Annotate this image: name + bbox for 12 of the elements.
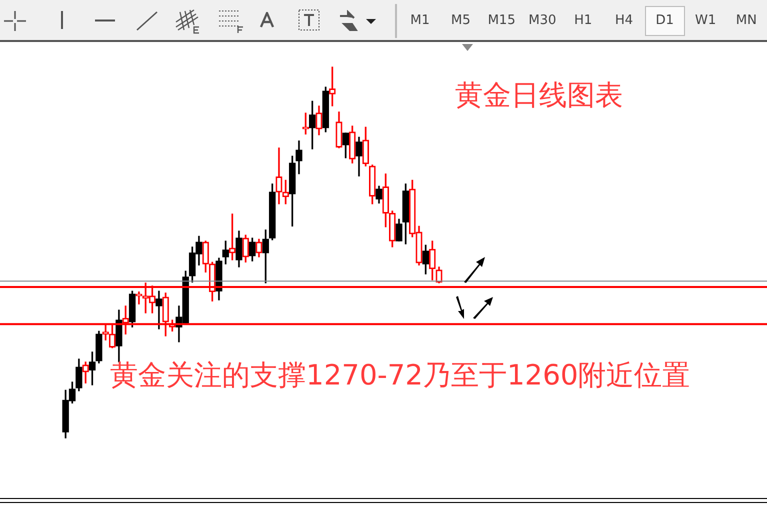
text: M5 [450,12,472,30]
text: H1 [573,12,594,30]
text: M30 [528,12,558,30]
text: MN [734,12,758,30]
text: W1 [694,12,718,30]
text: H4 [614,12,634,30]
annotation: 黄金关注的支撑1270-72乃至于1260附近位置 [110,358,690,392]
text: M15 [486,12,516,30]
text: 黄金日线图表 [455,78,623,112]
candlestick [136,292,142,304]
text: M1 [409,12,431,30]
text: D1 [644,6,685,36]
